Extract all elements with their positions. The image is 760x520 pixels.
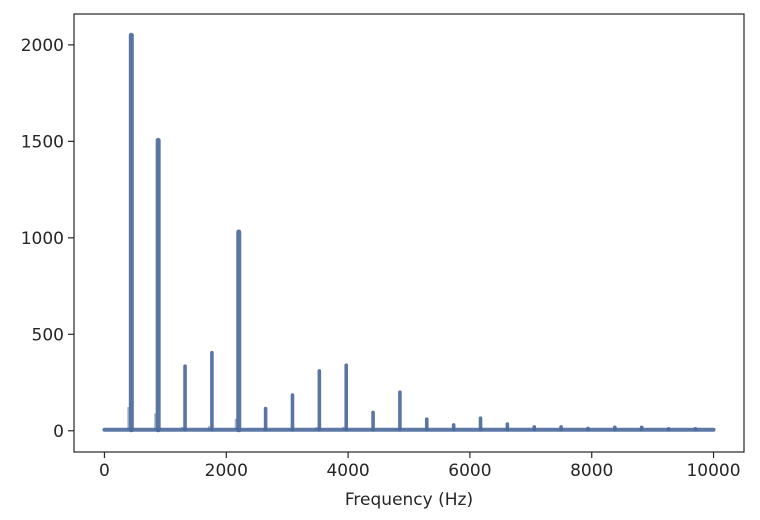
x-tick-label: 0 [99,461,110,481]
y-tick-label: 1500 [21,132,64,152]
series-layer [102,32,716,433]
x-tick-label: 6000 [448,461,491,481]
y-axis: 0 500 1000 1500 2000 [21,36,74,442]
y-tick-label: 1000 [21,229,64,249]
y-tick-label: 0 [53,422,64,442]
x-tick-label: 10000 [686,461,740,481]
y-tick-label: 2000 [21,36,64,56]
x-axis-label: Frequency (Hz) [345,490,473,510]
plot-background [74,14,744,452]
x-tick-label: 2000 [205,461,248,481]
x-tick-label: 8000 [570,461,613,481]
x-tick-label: 4000 [326,461,369,481]
y-tick-label: 500 [32,325,64,345]
x-axis: 0 2000 4000 6000 8000 10000 [99,452,741,481]
plot-frame [73,13,745,453]
